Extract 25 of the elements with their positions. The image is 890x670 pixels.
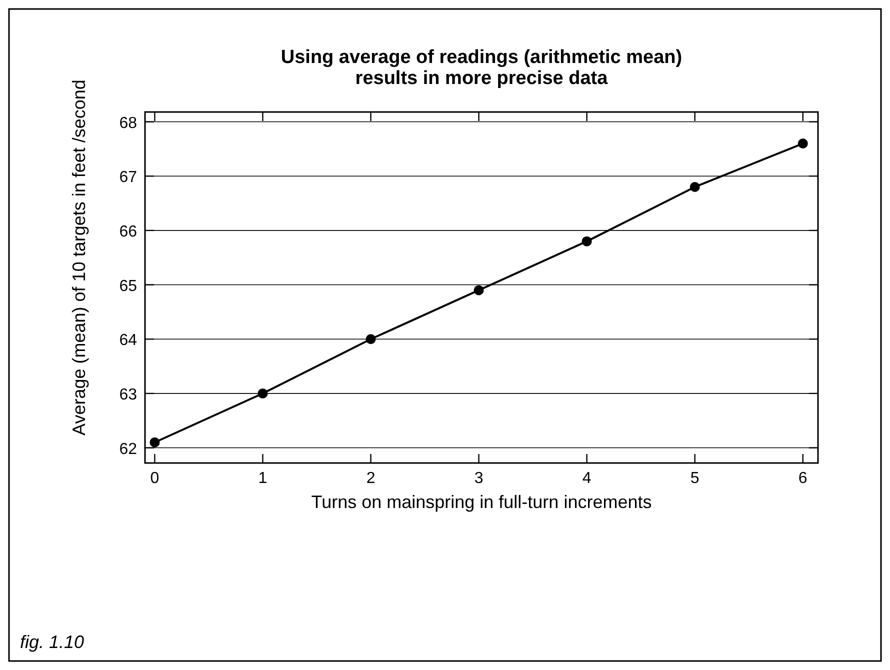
point: [150, 437, 160, 448]
x-tick-label: 6: [798, 470, 808, 487]
x-tick-label: 2: [366, 470, 376, 487]
x-axis-title: Turns on mainspring in full-turn increments: [311, 492, 652, 512]
y-tick-label: 65: [119, 278, 138, 295]
y-tick-label: 63: [119, 386, 138, 404]
x-tick-label: 5: [690, 470, 700, 487]
point: [582, 236, 592, 246]
point: [474, 285, 484, 296]
caption: fig. 1.10: [20, 632, 84, 652]
y-tick-label: 62: [119, 440, 138, 458]
point: [798, 138, 808, 149]
x-tick-label: 0: [150, 470, 160, 487]
x-tick-label: 1: [258, 470, 268, 487]
point: [258, 388, 268, 398]
y-tick-label: 66: [119, 223, 138, 240]
chart-title: Using average of readings (arithmetic mean) results in more precise data: [280, 47, 682, 89]
point: [366, 334, 376, 344]
x-tick-label: 4: [582, 470, 592, 487]
y-tick-label: 64: [119, 332, 138, 350]
y-axis-title: Average (mean) of 10 targets in feet /second: [69, 80, 89, 436]
x-tick-label: 3: [474, 470, 484, 487]
point: [690, 182, 700, 192]
y-tick-label: 67: [119, 169, 138, 186]
y-tick-label: 68: [119, 114, 138, 132]
